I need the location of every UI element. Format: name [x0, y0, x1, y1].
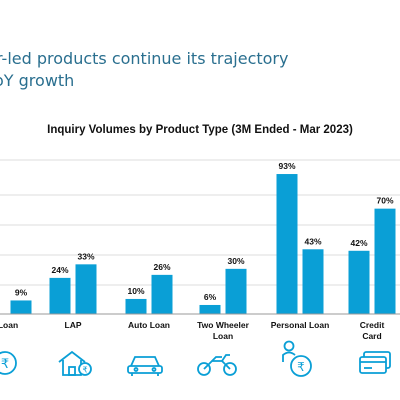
- bar-2-2: [75, 264, 97, 314]
- headline: r-led products continue its trajectory o…: [0, 48, 400, 92]
- svg-text:₹: ₹: [82, 366, 87, 375]
- data-label-1-2: 24%: [51, 265, 68, 275]
- data-label-1-5: 93%: [278, 161, 295, 171]
- bar-1-2: [49, 277, 71, 314]
- data-label-2-6: 70%: [376, 196, 393, 206]
- category-label-1-1: Loan: [0, 320, 18, 330]
- data-label-1-6: 42%: [350, 238, 367, 248]
- data-label-2-4: 30%: [227, 256, 244, 266]
- category-label-5-1: Personal Loan: [271, 320, 330, 330]
- bar-2-4: [225, 268, 247, 314]
- category-label-3-1: Auto Loan: [128, 320, 170, 330]
- headline-line-1: r-led products continue its trajectory: [0, 49, 289, 68]
- bar-1-3: [125, 298, 147, 314]
- chart-title: Inquiry Volumes by Product Type (3M Ende…: [47, 124, 353, 136]
- bar-2-5: [302, 249, 324, 314]
- category-label-4-2: Loan: [213, 331, 233, 341]
- headline-line-2: oY growth: [0, 71, 75, 90]
- car-icon: [125, 348, 165, 378]
- data-label-2-1: 9%: [15, 287, 28, 297]
- data-label-2-2: 33%: [77, 251, 94, 261]
- bar-2-1: [10, 300, 32, 314]
- bar-2-6: [374, 208, 396, 314]
- category-label-6-1: Credit: [360, 320, 385, 330]
- bar-1-6: [348, 250, 370, 314]
- data-label-1-4: 6%: [204, 292, 217, 302]
- house-rupee-icon: ₹: [56, 348, 94, 378]
- svg-text:₹: ₹: [1, 357, 9, 372]
- category-label-4-1: Two Wheeler: [197, 320, 249, 330]
- data-label-2-5: 43%: [304, 236, 321, 246]
- bar-2-3: [151, 274, 173, 314]
- data-label-1-3: 10%: [127, 286, 144, 296]
- person-rupee-icon: ₹: [280, 340, 316, 380]
- category-label-2-1: LAP: [65, 320, 82, 330]
- bar-1-5: [276, 174, 298, 314]
- category-label-6-2: Card: [362, 331, 381, 341]
- rupee-coin-icon: ₹: [0, 348, 20, 378]
- bar-1-4: [199, 304, 221, 314]
- credit-card-icon: [358, 348, 394, 378]
- data-label-2-3: 26%: [153, 262, 170, 272]
- motorcycle-icon: [195, 348, 239, 378]
- svg-text:₹: ₹: [297, 360, 305, 374]
